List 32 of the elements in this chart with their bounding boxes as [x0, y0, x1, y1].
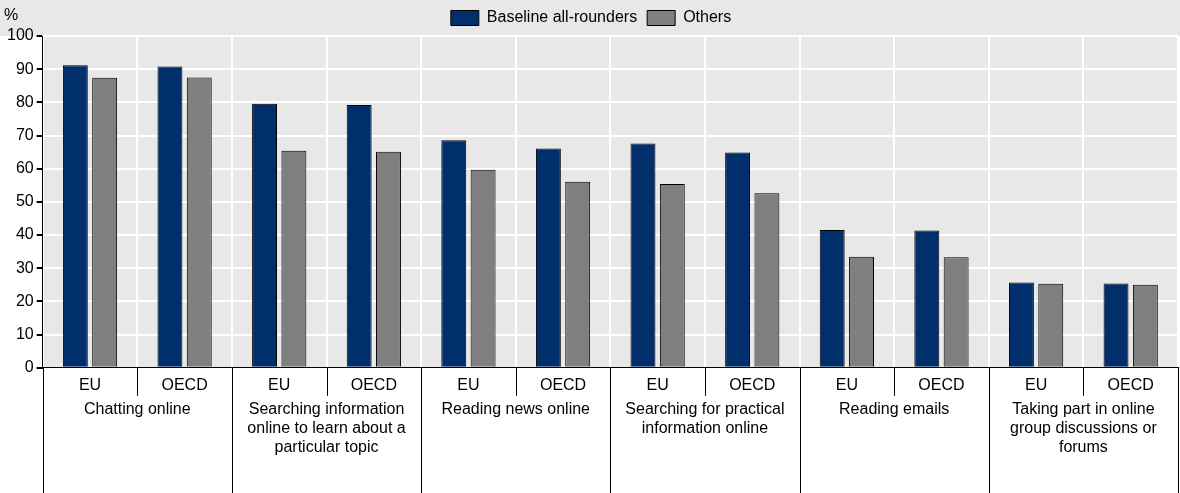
legend-label: Others [683, 8, 732, 26]
text: Chatting online [83, 400, 191, 418]
x-tick-label: OECD [539, 375, 587, 393]
y-tick-label: 20 [15, 291, 34, 309]
legend-label: Baseline all-rounders [486, 8, 638, 26]
x-tick-label: EU [1024, 375, 1048, 393]
x-tick-label: OECD [918, 375, 965, 393]
y-tick-label: 70 [15, 125, 34, 143]
y-tick-label: 40 [15, 225, 34, 243]
x-tick-label: OECD [729, 375, 776, 393]
x-tick-label: EU [646, 375, 669, 393]
y-tick-label: 50 [15, 192, 34, 210]
x-tick-label: OECD [161, 375, 208, 393]
x-tick-label: EU [835, 375, 858, 393]
y-axis-title: % [4, 6, 19, 24]
text: Reading emails [839, 400, 950, 418]
y-tick-label: 0 [24, 358, 34, 376]
x-tick-label: EU [457, 375, 480, 393]
y-tick-label: 10 [15, 325, 34, 343]
text: Reading news online [441, 400, 591, 418]
x-tick-label: EU [268, 375, 291, 393]
y-tick-label: 90 [15, 59, 34, 77]
y-tick-label: 60 [15, 159, 34, 177]
x-tick-label: OECD [350, 375, 397, 393]
x-tick-label: EU [78, 375, 102, 393]
text: Searching for practical information online [625, 400, 785, 437]
y-tick-label: 80 [15, 92, 34, 110]
text: Searching information online to learn about a particular topic [247, 400, 406, 456]
y-tick-label: 100 [6, 26, 34, 44]
y-tick-label: 30 [15, 258, 34, 276]
x-tick-label: OECD [1107, 375, 1154, 393]
text: Taking part in online group discussions or forums [1010, 400, 1158, 456]
